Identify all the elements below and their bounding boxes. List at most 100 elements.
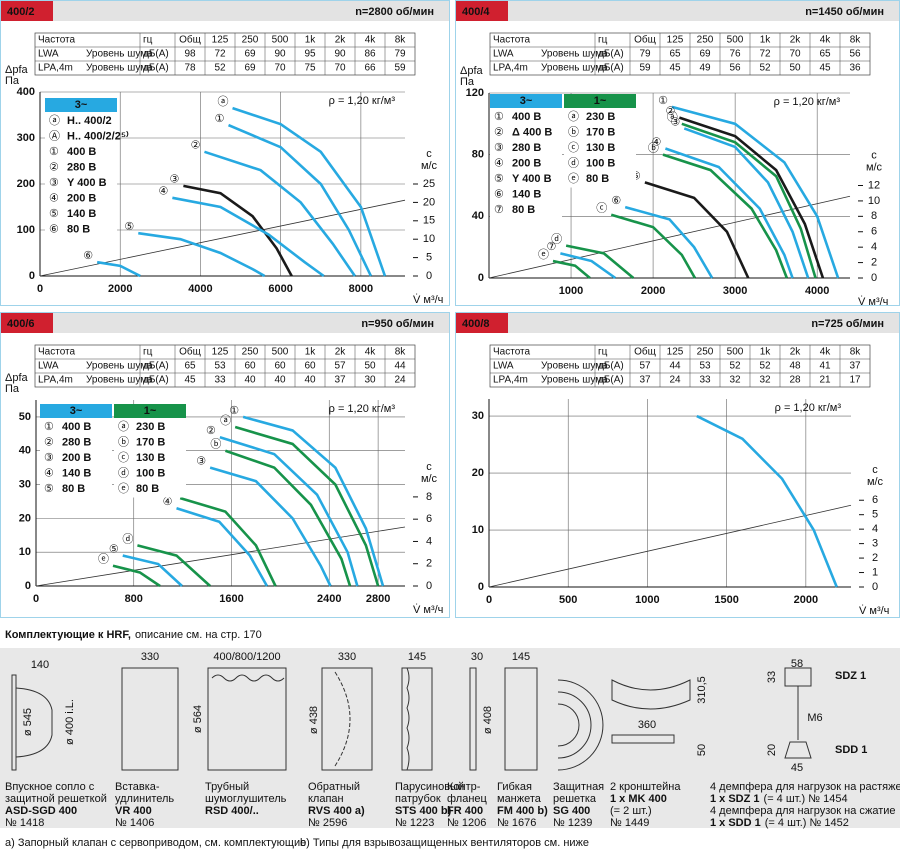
item-description: манжета (497, 793, 542, 805)
x-tick-label: 2400 (317, 593, 341, 605)
table-cell: 1k (305, 35, 317, 46)
y2-tick-label: 2 (872, 552, 878, 564)
x-tick-label: 1000 (559, 285, 583, 297)
item-description: фланец (447, 793, 488, 805)
fan-curve (662, 153, 789, 279)
table-cell: 57 (334, 361, 346, 372)
curve-marker: ⓒ (596, 202, 607, 215)
y-tick-label: 30 (19, 478, 31, 490)
table-cell: 90 (334, 49, 346, 60)
y-tick-label: 200 (17, 178, 35, 190)
noise-table: Частота гц Общ 125 250 500 1k 2k 4k 8k LWA Уровень … (34, 344, 416, 388)
item-model: STS 400 b) (395, 805, 452, 817)
table-cell: 8k (395, 347, 407, 358)
table-cell: Частота (493, 35, 531, 46)
curve-marker: ① (229, 405, 239, 417)
table-cell: 250 (697, 35, 714, 46)
legend-header (40, 404, 112, 418)
table-cell: 53 (214, 361, 226, 372)
table-cell: 2k (335, 347, 347, 358)
legend-label: 100 В (136, 467, 165, 479)
y-tick-label: 0 (478, 272, 484, 284)
legend-label: 280 В (67, 161, 96, 173)
item-description: 2 кронштейна (610, 781, 681, 793)
table-cell: 52 (214, 63, 226, 74)
dimension-label: 33 (766, 671, 778, 683)
item-model: ASD-SGD 400 (5, 805, 77, 817)
table-cell: дБ(A) (598, 375, 624, 386)
damper-description: 4 демпфера для нагрузок на растяжение (710, 781, 900, 793)
y2-tick-label: 5 (872, 509, 878, 521)
y-tick-label: 50 (19, 411, 31, 423)
table-cell: 40 (274, 375, 286, 386)
curve-marker: ⓓ (122, 532, 133, 545)
fan-curve (224, 449, 352, 587)
table-cell: Общ (179, 34, 201, 46)
table-cell: 95 (304, 49, 316, 60)
dimension-label: ø 438 (308, 706, 320, 734)
dimension-label: 140 (31, 659, 49, 671)
legend-label: 200 В (512, 157, 541, 169)
x-tick-label: 6000 (268, 283, 292, 295)
table-cell: Общ (634, 346, 656, 358)
table-cell: 32 (759, 375, 771, 386)
table-cell: 65 (669, 49, 681, 60)
curve-marker: ③ (670, 116, 680, 128)
table-cell: 90 (274, 49, 286, 60)
table-cell: 79 (639, 49, 651, 60)
noise-table: Частота гц Общ 125 250 500 1k 2k 4k 8k LWA Уровень … (489, 32, 871, 76)
y2-unit: м/с (866, 161, 883, 173)
y2-tick-label: 8 (871, 210, 877, 222)
dimension-label: 330 (338, 651, 356, 663)
table-cell: LPA,4m (38, 375, 73, 386)
curve-marker: ⓓ (551, 233, 562, 246)
y2-tick-label: 4 (871, 241, 877, 253)
fan-curve (176, 506, 269, 587)
fan-curve (172, 196, 325, 278)
table-cell: 41 (819, 361, 831, 372)
legend-marker: ⑤ (494, 173, 504, 185)
legend-label: Δ 400 В (512, 126, 552, 138)
legend-marker: ④ (44, 467, 54, 479)
item-description: патрубок (395, 793, 441, 805)
table-cell: 33 (699, 375, 711, 386)
legend-label: 170 В (136, 436, 165, 448)
table-cell: 78 (184, 63, 196, 74)
item-number: № 1223 (395, 817, 434, 829)
y-tick-label: 80 (472, 149, 484, 161)
table-cell: 24 (394, 375, 406, 386)
damper-label: SDZ 1 (835, 670, 866, 682)
legend-marker: ⓐ (118, 420, 129, 433)
legend-box (114, 404, 186, 498)
table-cell: 30 (364, 375, 376, 386)
table-cell: 60 (274, 361, 286, 372)
table-cell: 8k (850, 35, 862, 46)
legend-group-title: 1~ (144, 405, 157, 417)
panel-subtitle: n=725 об/мин (811, 318, 884, 330)
y-unit: Па (5, 75, 20, 87)
table-cell: 65 (819, 49, 831, 60)
x-tick-label: 2000 (794, 594, 818, 606)
curve-marker: ⓔ (98, 553, 109, 566)
table-cell: 125 (667, 35, 684, 46)
legend-marker: ④ (494, 157, 504, 169)
y-unit: Па (460, 76, 475, 88)
damper-label: SDD 1 (835, 744, 867, 756)
table-cell: Уровень шума (541, 375, 608, 386)
curve-marker: ⓐ (220, 414, 231, 427)
legend-marker: ① (494, 111, 504, 123)
canvas-fold (406, 667, 410, 771)
legend-marker: ⓓ (568, 156, 579, 169)
legend-label: 400 В (62, 421, 91, 433)
fan-curve (219, 435, 359, 587)
table-cell: 37 (849, 361, 861, 372)
curve-marker: ⑤ (631, 170, 641, 182)
legend-marker: ③ (44, 452, 54, 464)
y2-tick-label: 6 (872, 494, 878, 506)
table-cell: Частота (38, 35, 76, 46)
legend-label: 80 В (67, 223, 90, 235)
item-model: FM 400 b) (497, 805, 548, 817)
table-cell: 59 (639, 63, 651, 74)
